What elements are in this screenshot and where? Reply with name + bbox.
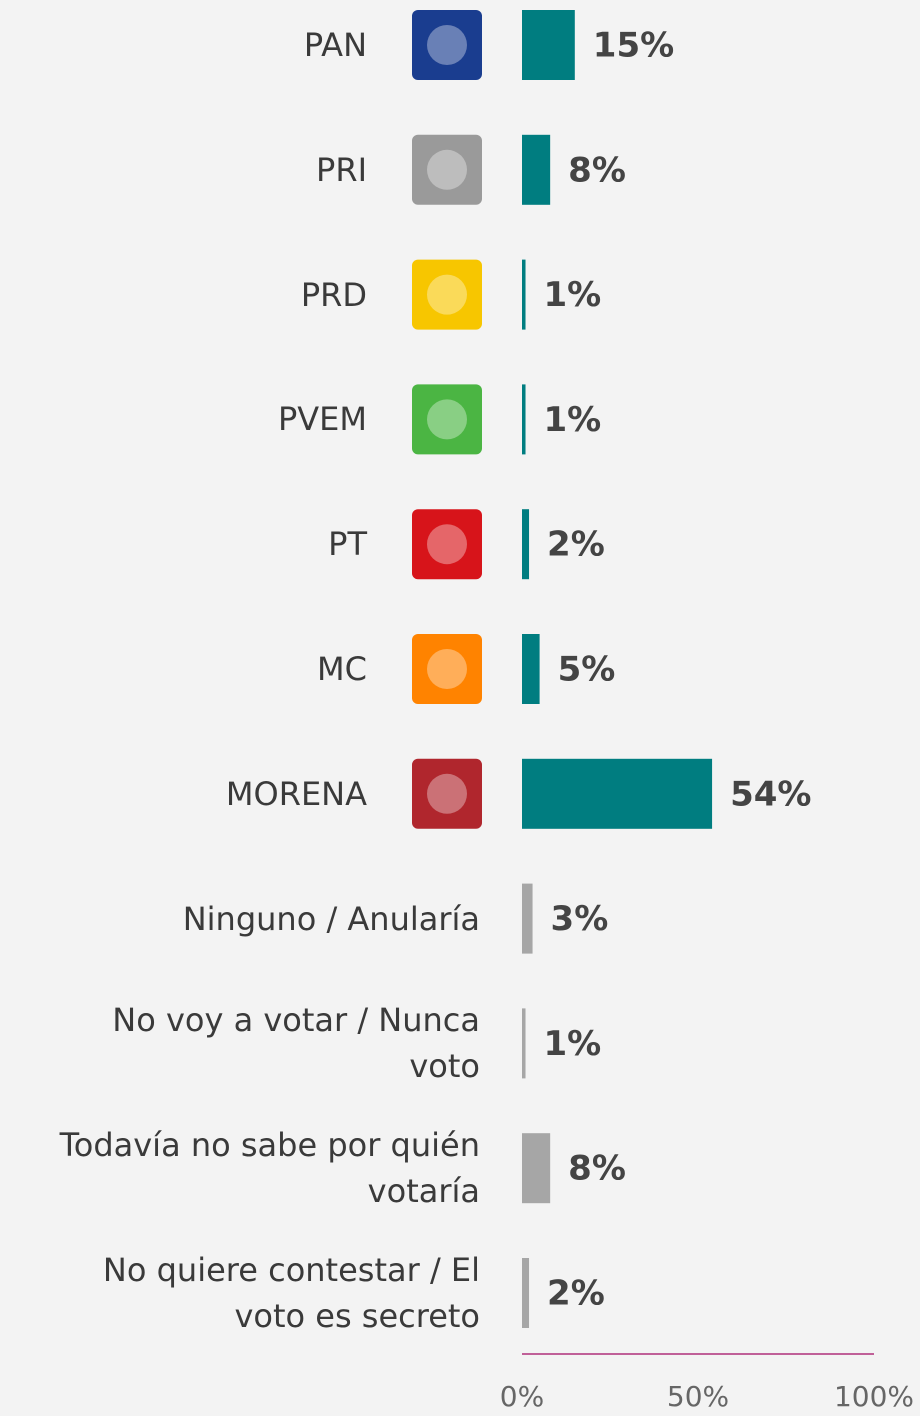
bar xyxy=(522,1258,530,1328)
party-logo xyxy=(412,10,482,80)
value-label: 15% xyxy=(593,26,674,66)
bar xyxy=(522,134,551,205)
category-label: PT xyxy=(328,525,367,564)
party-logo-emblem xyxy=(427,149,467,190)
bar xyxy=(522,1008,526,1079)
party-logo xyxy=(412,509,482,580)
value-label: 2% xyxy=(547,1274,605,1314)
value-label: 1% xyxy=(544,400,602,440)
category-label: No quiere contestar / El voto es secreto xyxy=(102,1251,480,1335)
x-tick-label: 0% xyxy=(500,1380,544,1413)
bar xyxy=(522,634,540,704)
party-logo-emblem xyxy=(427,649,467,689)
value-label: 8% xyxy=(568,150,626,190)
x-tick-label: 100% xyxy=(834,1380,914,1413)
party-logo-emblem xyxy=(427,524,467,565)
party-logo-emblem xyxy=(427,274,467,315)
value-label: 5% xyxy=(558,650,616,690)
party-logo xyxy=(412,634,482,704)
value-label: 2% xyxy=(547,525,605,565)
category-label: PRD xyxy=(300,275,367,314)
category-label: PVEM xyxy=(277,400,367,439)
bar xyxy=(522,509,530,580)
x-tick-label: 50% xyxy=(667,1380,729,1413)
bar xyxy=(522,1133,551,1204)
category-label: PRI xyxy=(316,150,367,189)
party-logo-emblem xyxy=(427,399,467,440)
party-logo xyxy=(412,259,482,330)
party-logo xyxy=(412,134,482,205)
bar xyxy=(522,883,533,954)
category-label: No voy a votar / Nunca voto xyxy=(112,1001,480,1086)
party-logo xyxy=(412,384,482,455)
party-logo-emblem xyxy=(427,773,467,814)
category-label: Todavía no sabe por quién votaría xyxy=(59,1126,480,1211)
category-label: PAN xyxy=(303,26,367,64)
category-label: MORENA xyxy=(225,774,367,813)
bar xyxy=(522,10,575,80)
value-label: 1% xyxy=(544,1024,602,1064)
value-label: 3% xyxy=(551,899,609,939)
party-logo-emblem xyxy=(427,25,467,65)
value-label: 54% xyxy=(730,774,811,814)
bar xyxy=(522,384,526,455)
category-label: MC xyxy=(317,650,367,688)
value-label: 8% xyxy=(568,1149,626,1189)
party-logo xyxy=(412,758,482,829)
value-label: 1% xyxy=(544,275,602,315)
bar xyxy=(522,758,713,829)
category-label: Ninguno / Anularía xyxy=(182,899,480,938)
bar xyxy=(522,259,526,330)
